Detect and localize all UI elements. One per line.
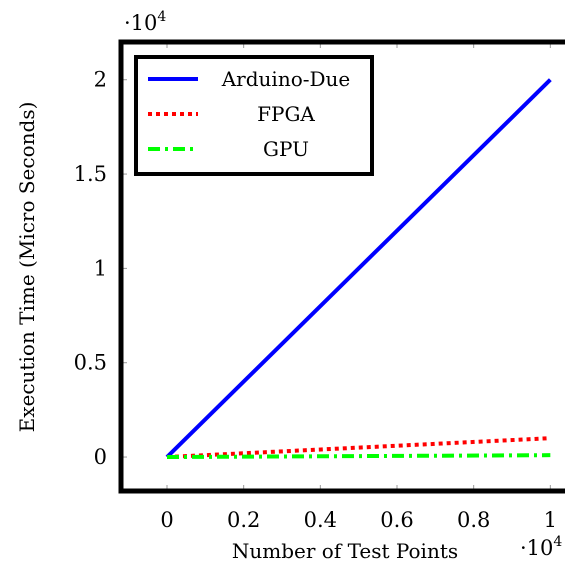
y-axis-label: Execution Time (Micro Seconds): [15, 102, 39, 433]
x-tick-label: 0.8: [457, 508, 490, 532]
y-tick-label: 0.5: [74, 351, 107, 375]
y-multiplier: ·104: [124, 9, 166, 35]
x-tick-label: 0.4: [304, 508, 337, 532]
legend: Arduino-Due FPGA GPU: [134, 55, 374, 176]
y-tick-label: 1.5: [74, 162, 107, 186]
legend-label-arduino-due: Arduino-Due: [221, 67, 351, 91]
legend-label-gpu: GPU: [263, 137, 309, 161]
y-tick-label: 0: [94, 445, 107, 469]
y-tick-label: 1: [94, 256, 107, 280]
y-tick-label: 2: [94, 68, 107, 92]
x-tick-label: 0.6: [380, 508, 413, 532]
x-tick-label: 1: [544, 508, 557, 532]
x-tick-label: 0: [160, 508, 173, 532]
series-line-arduino-due: [165, 78, 552, 459]
x-multiplier: ·104: [520, 534, 562, 560]
ticks-group: 0 0.2 0.4 0.6 0.8 1 0 0.5 1 1.5 2: [74, 42, 557, 532]
series-line-gpu: [166, 453, 551, 460]
legend-label-fpga: FPGA: [257, 102, 315, 126]
series-group: [165, 78, 552, 460]
plot-frame: [118, 39, 565, 494]
x-tick-label: 0.2: [227, 508, 260, 532]
x-axis-label: Number of Test Points: [232, 539, 458, 563]
